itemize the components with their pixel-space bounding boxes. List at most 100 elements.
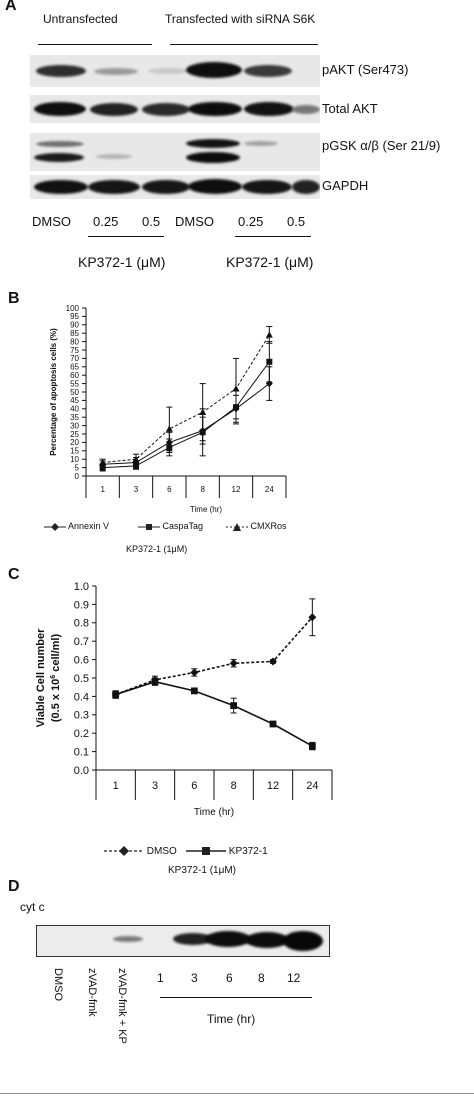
- data-point: [232, 385, 240, 392]
- lane-d-zvad: zVAD-fmk: [86, 968, 98, 1017]
- y-tick-label: 65: [70, 363, 79, 372]
- y-tick-label: 0.9: [74, 599, 89, 611]
- data-point: [199, 408, 207, 415]
- series-line-2: [102, 334, 270, 464]
- data-point: [99, 464, 106, 471]
- blot-pakt: [30, 55, 320, 87]
- panel-b-label: B: [8, 290, 20, 307]
- y-tick-label: 0.1: [74, 746, 89, 758]
- blot-pgsk: [30, 133, 320, 171]
- y-tick-label: 15: [70, 447, 79, 456]
- data-point: [133, 462, 139, 469]
- time-d: 3: [191, 971, 198, 985]
- y-tick-label: 0.2: [74, 728, 89, 740]
- x-tick-label: 24: [306, 780, 318, 792]
- lane-label: 0.25: [238, 214, 264, 229]
- y-tick-label: 0.6: [74, 654, 89, 666]
- row-label-pgsk: pGSK α/β (Ser 21/9): [322, 138, 441, 153]
- y-tick-label: 35: [70, 413, 79, 422]
- legend-dmso-swatch: [104, 846, 144, 857]
- treatment-c: KP372-1 (1μM): [168, 865, 237, 876]
- y-tick-label: 5: [75, 463, 80, 472]
- data-point: [269, 657, 277, 666]
- row-label-total-akt: Total AKT: [322, 101, 378, 116]
- legend-c-kp: KP372-1: [186, 846, 268, 857]
- time-d: 12: [287, 971, 301, 985]
- bottom-rule: [0, 1093, 474, 1094]
- panel-a-label: A: [5, 0, 17, 14]
- legend-b-cmxros: CMXRos: [226, 521, 287, 531]
- y-tick-label: 0.0: [74, 765, 89, 777]
- legend-dmso-label: DMSO: [146, 846, 177, 857]
- x-axis-label: Time (hr): [190, 505, 222, 514]
- y-tick-label: 10: [70, 455, 79, 464]
- x-tick-label: 12: [267, 780, 279, 792]
- data-point: [269, 720, 277, 728]
- legend-kp-label: KP372-1: [228, 846, 268, 857]
- x-tick-label: 8: [231, 780, 237, 792]
- y-tick-label: 95: [70, 312, 79, 321]
- legend-cmxros-label: CMXRos: [250, 521, 287, 531]
- cytc-label: cyt c: [20, 900, 45, 914]
- time-d: 6: [226, 971, 233, 985]
- x-tick-label: 3: [152, 780, 158, 792]
- y-tick-label: 1.0: [74, 581, 89, 593]
- y-axis-label: Percentage of apoptosis cells (%): [49, 328, 58, 456]
- y-tick-label: 0.5: [74, 673, 89, 685]
- cytc-text: cyt c: [20, 900, 45, 914]
- time-line-d: [160, 997, 312, 998]
- y-tick-label: 50: [70, 388, 79, 397]
- data-point: [99, 459, 107, 466]
- y-tick-label: 30: [70, 421, 79, 430]
- data-point: [190, 687, 198, 695]
- y-tick-label: 0: [75, 472, 80, 481]
- data-point: [190, 668, 199, 677]
- y-axis-label: Viable Cell number (0.5 x 106 cell/ml): [35, 628, 62, 728]
- y-tick-label: 75: [70, 346, 79, 355]
- legend-annexin-swatch: [44, 522, 66, 531]
- legend-kp-swatch: [186, 847, 226, 856]
- y-tick-label: 80: [70, 337, 79, 346]
- x-tick-label: 12: [232, 485, 241, 494]
- data-point: [308, 613, 317, 622]
- legend-c-dmso: DMSO: [104, 846, 177, 857]
- data-point: [265, 331, 273, 338]
- series-line-1: [102, 361, 270, 469]
- panel-c-label: C: [8, 566, 20, 583]
- lane-d-dmso: DMSO: [52, 968, 64, 1001]
- x-tick-label: 6: [191, 780, 197, 792]
- legend-annexin-label: Annexin V: [68, 521, 110, 531]
- x-tick-label: 1: [113, 780, 119, 792]
- y-tick-label: 0.3: [74, 710, 89, 722]
- group-label-untransfected: Untransfected: [43, 12, 118, 26]
- chart-b: 0510152025303540455055606570758085909510…: [49, 304, 287, 514]
- x-axis-label: Time (hr): [194, 807, 234, 818]
- data-point: [151, 678, 159, 686]
- chart-c: 0.0 0.1 0.2 0.3 0.4 0.5 0.6 0.7 0.8 0.9 1.0 1 3 6 8 12 2…: [35, 581, 333, 818]
- group-line-untransfected: [38, 44, 152, 45]
- data-point: [308, 742, 316, 750]
- data-point: [165, 425, 173, 432]
- x-tick-label: 6: [167, 485, 172, 494]
- x-tick-label: 3: [134, 485, 139, 494]
- group-label-transfected: Transfected with siRNA S6K: [165, 12, 316, 26]
- y-tick-label: 90: [70, 321, 79, 330]
- treatment-b: KP372-1 (1μM): [126, 544, 188, 554]
- data-point: [230, 702, 238, 709]
- lane-label: DMSO: [175, 214, 214, 229]
- lane-label: DMSO: [32, 214, 71, 229]
- series-line-1: [115, 680, 313, 747]
- blot-total-akt: [30, 95, 320, 123]
- legend-caspatag-swatch: [138, 523, 160, 530]
- legend-caspatag-label: CaspaTag: [162, 521, 204, 531]
- y-tick-label: 25: [70, 430, 79, 439]
- panel-d-label: D: [8, 878, 20, 895]
- y-tick-label: 100: [66, 304, 80, 313]
- y-tick-label: 70: [70, 354, 79, 363]
- row-label-gapdh: GAPDH: [322, 178, 369, 193]
- x-tick-label: 1: [100, 485, 105, 494]
- x-tick-label: 24: [265, 485, 274, 494]
- y-tick-label: 45: [70, 396, 79, 405]
- y-tick-label: 40: [70, 405, 79, 414]
- lane-label: 0.5: [142, 214, 161, 229]
